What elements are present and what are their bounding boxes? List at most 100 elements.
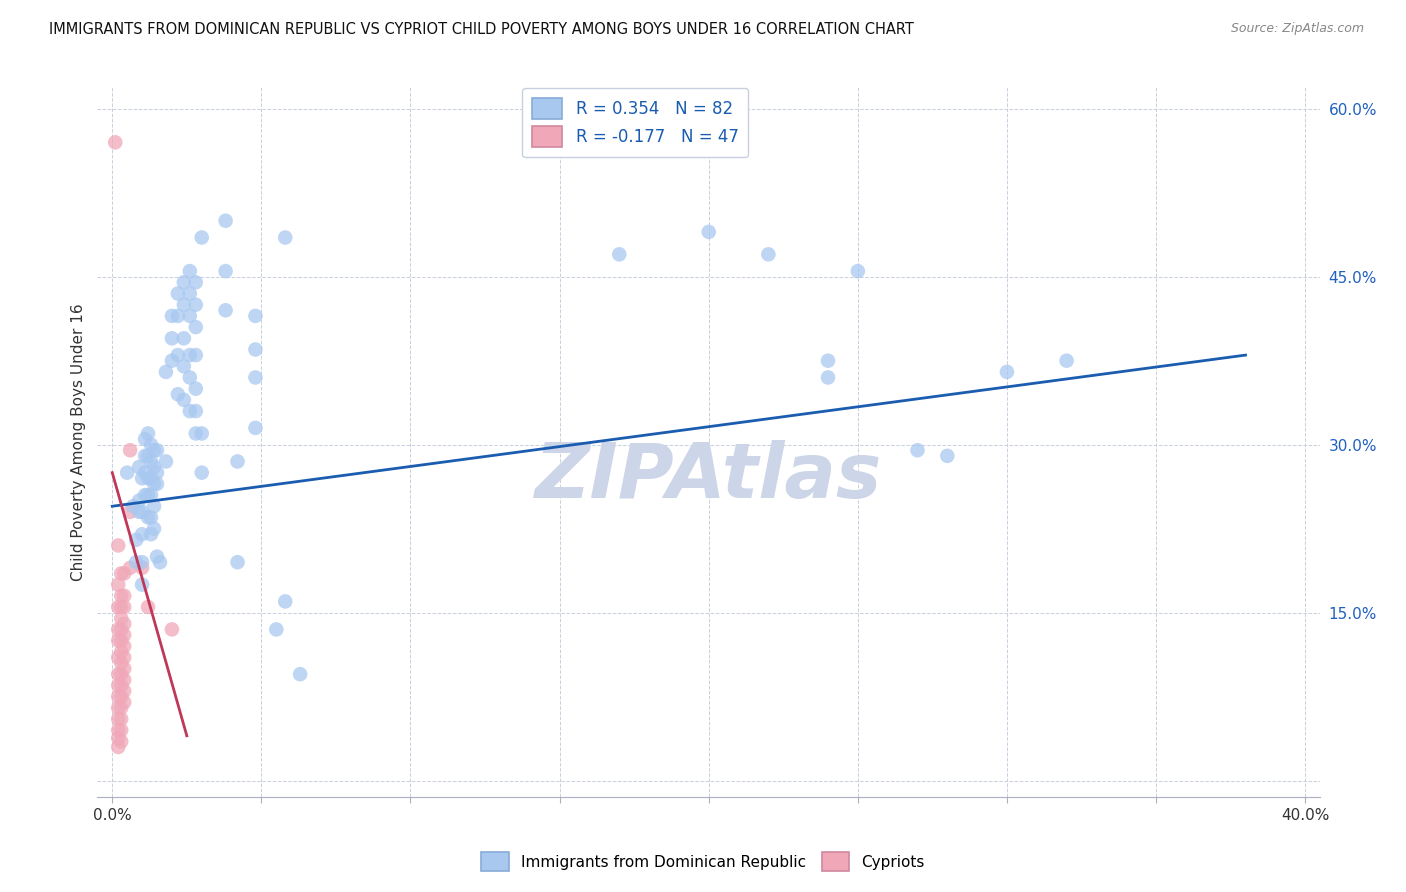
Point — [131, 555, 153, 569]
Point — [160, 331, 183, 345]
Point — [817, 353, 839, 368]
Point — [907, 443, 929, 458]
Point — [107, 623, 129, 637]
Point — [131, 577, 153, 591]
Point — [143, 443, 166, 458]
Point — [107, 600, 129, 615]
Point — [184, 298, 207, 312]
Point — [122, 500, 145, 514]
Point — [112, 662, 135, 676]
Point — [607, 247, 630, 261]
Point — [110, 623, 132, 637]
Point — [167, 286, 190, 301]
Point — [131, 471, 153, 485]
Point — [112, 684, 135, 698]
Point — [107, 739, 129, 754]
Point — [110, 667, 132, 681]
Point — [107, 712, 129, 726]
Point — [143, 460, 166, 475]
Point — [245, 343, 267, 357]
Point — [190, 426, 212, 441]
Point — [184, 404, 207, 418]
Point — [131, 561, 153, 575]
Point — [112, 616, 135, 631]
Point — [190, 466, 212, 480]
Point — [1056, 353, 1078, 368]
Point — [146, 476, 169, 491]
Point — [214, 213, 236, 227]
Point — [136, 600, 159, 615]
Point — [214, 264, 236, 278]
Point — [846, 264, 869, 278]
Point — [115, 466, 138, 480]
Point — [112, 589, 135, 603]
Point — [139, 510, 162, 524]
Point — [160, 309, 183, 323]
Point — [110, 611, 132, 625]
Point — [173, 392, 195, 407]
Point — [128, 505, 150, 519]
Point — [697, 225, 720, 239]
Point — [274, 230, 297, 244]
Point — [226, 555, 249, 569]
Point — [167, 387, 190, 401]
Point — [110, 656, 132, 670]
Point — [128, 493, 150, 508]
Point — [134, 432, 156, 446]
Point — [125, 555, 148, 569]
Point — [226, 454, 249, 468]
Point — [136, 510, 159, 524]
Point — [110, 723, 132, 738]
Point — [110, 700, 132, 714]
Point — [107, 538, 129, 552]
Point — [274, 594, 297, 608]
Point — [107, 678, 129, 692]
Point — [139, 454, 162, 468]
Point — [146, 466, 169, 480]
Point — [173, 275, 195, 289]
Point — [107, 633, 129, 648]
Point — [136, 488, 159, 502]
Point — [288, 667, 311, 681]
Point — [110, 566, 132, 581]
Point — [266, 623, 288, 637]
Point — [110, 712, 132, 726]
Point — [107, 667, 129, 681]
Point — [112, 600, 135, 615]
Point — [128, 460, 150, 475]
Point — [179, 404, 201, 418]
Point — [107, 700, 129, 714]
Point — [160, 353, 183, 368]
Point — [149, 555, 172, 569]
Point — [139, 438, 162, 452]
Point — [245, 309, 267, 323]
Point — [139, 488, 162, 502]
Point — [995, 365, 1018, 379]
Point — [107, 731, 129, 745]
Point — [134, 466, 156, 480]
Point — [110, 734, 132, 748]
Point — [143, 476, 166, 491]
Point — [179, 264, 201, 278]
Point — [139, 471, 162, 485]
Point — [120, 561, 142, 575]
Point — [107, 690, 129, 704]
Point — [131, 527, 153, 541]
Point — [155, 454, 177, 468]
Point — [112, 566, 135, 581]
Point — [167, 348, 190, 362]
Point — [107, 650, 129, 665]
Legend: Immigrants from Dominican Republic, Cypriots: Immigrants from Dominican Republic, Cypr… — [475, 847, 931, 877]
Point — [120, 505, 142, 519]
Point — [112, 628, 135, 642]
Text: ZIPAtlas: ZIPAtlas — [536, 441, 883, 515]
Point — [179, 370, 201, 384]
Point — [179, 309, 201, 323]
Point — [179, 348, 201, 362]
Point — [131, 505, 153, 519]
Text: IMMIGRANTS FROM DOMINICAN REPUBLIC VS CYPRIOT CHILD POVERTY AMONG BOYS UNDER 16 : IMMIGRANTS FROM DOMINICAN REPUBLIC VS CY… — [49, 22, 914, 37]
Point — [173, 359, 195, 374]
Point — [107, 577, 129, 591]
Point — [817, 370, 839, 384]
Point — [120, 443, 142, 458]
